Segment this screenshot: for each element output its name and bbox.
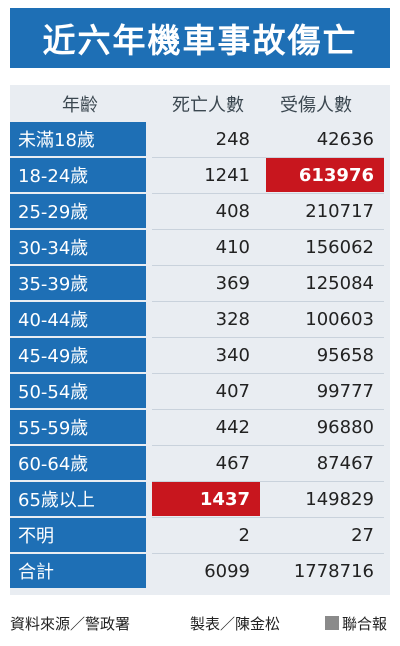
injured-value: 42636 xyxy=(316,128,374,150)
age-group-label: 50-54歲 xyxy=(10,374,146,408)
age-group-label: 60-64歲 xyxy=(10,446,146,480)
row-divider xyxy=(152,301,384,302)
table-row: 55-59歲 442 96880 xyxy=(10,410,390,444)
row-divider xyxy=(152,445,384,446)
deaths-value: 369 xyxy=(215,272,250,294)
age-group-label: 40-44歲 xyxy=(10,302,146,336)
injured-value: 613976 xyxy=(266,158,384,192)
table-row: 18-24歲 1241 613976 xyxy=(10,158,390,192)
publisher-logo-square xyxy=(325,616,339,630)
table-row: 不明 2 27 xyxy=(10,518,390,552)
deaths-value: 407 xyxy=(215,380,250,402)
row-divider xyxy=(152,265,384,266)
row-divider xyxy=(152,517,384,518)
injured-value: 96880 xyxy=(316,416,374,438)
table-row: 30-34歲 410 156062 xyxy=(10,230,390,264)
row-divider xyxy=(152,409,384,410)
chart-title: 近六年機車事故傷亡 xyxy=(10,8,390,68)
deaths-value: 410 xyxy=(215,236,250,258)
injured-value: 1778716 xyxy=(293,560,374,582)
age-group-label: 合計 xyxy=(10,554,146,588)
data-table: 年齡 死亡人數 受傷人數 未滿18歲 248 42636 18-24歲 1241 6139… xyxy=(10,85,390,595)
table-row: 50-54歲 407 99777 xyxy=(10,374,390,408)
row-divider xyxy=(152,553,384,554)
deaths-value: 6099 xyxy=(204,560,250,582)
injured-value: 95658 xyxy=(316,344,374,366)
header-age: 年齡 xyxy=(62,95,98,116)
injured-value: 210717 xyxy=(305,200,374,222)
deaths-value: 1437 xyxy=(152,482,260,516)
deaths-value: 248 xyxy=(215,128,250,150)
table-row: 65歲以上 1437 149829 xyxy=(10,482,390,516)
injured-value: 27 xyxy=(351,524,374,546)
deaths-value: 328 xyxy=(215,308,250,330)
header-injured: 受傷人數 xyxy=(280,95,352,116)
deaths-value: 442 xyxy=(215,416,250,438)
age-group-label: 55-59歲 xyxy=(10,410,146,444)
row-divider xyxy=(152,337,384,338)
publisher-credit: 聯合報 xyxy=(342,615,388,633)
injured-value: 87467 xyxy=(316,452,374,474)
table-row: 35-39歲 369 125084 xyxy=(10,266,390,300)
row-divider xyxy=(152,229,384,230)
injured-value: 125084 xyxy=(305,272,374,294)
table-row: 40-44歲 328 100603 xyxy=(10,302,390,336)
source-credit: 資料來源／警政署 xyxy=(10,615,131,633)
injured-value: 100603 xyxy=(305,308,374,330)
table-row: 未滿18歲 248 42636 xyxy=(10,122,390,156)
footer: 資料來源／警政署 製表／陳金松 聯合報 xyxy=(10,609,390,637)
age-group-label: 30-34歲 xyxy=(10,230,146,264)
row-divider xyxy=(152,481,384,482)
injured-value: 99777 xyxy=(316,380,374,402)
age-group-label: 65歲以上 xyxy=(10,482,146,516)
maker-credit: 製表／陳金松 xyxy=(190,615,281,633)
row-divider xyxy=(152,373,384,374)
injured-value: 156062 xyxy=(305,236,374,258)
age-group-label: 45-49歲 xyxy=(10,338,146,372)
table-header: 年齡 死亡人數 受傷人數 xyxy=(10,85,390,119)
deaths-value: 467 xyxy=(215,452,250,474)
deaths-value: 2 xyxy=(238,524,250,546)
table-row: 25-29歲 408 210717 xyxy=(10,194,390,228)
deaths-value: 408 xyxy=(215,200,250,222)
table-row: 60-64歲 467 87467 xyxy=(10,446,390,480)
header-deaths: 死亡人數 xyxy=(172,95,244,116)
table-row: 45-49歲 340 95658 xyxy=(10,338,390,372)
age-group-label: 35-39歲 xyxy=(10,266,146,300)
table-row: 合計 6099 1778716 xyxy=(10,554,390,588)
age-group-label: 18-24歲 xyxy=(10,158,146,192)
age-group-label: 不明 xyxy=(10,518,146,552)
row-divider xyxy=(152,157,384,158)
age-group-label: 未滿18歲 xyxy=(10,122,146,156)
deaths-value: 340 xyxy=(215,344,250,366)
age-group-label: 25-29歲 xyxy=(10,194,146,228)
injured-value: 149829 xyxy=(305,488,374,510)
deaths-value: 1241 xyxy=(204,164,250,186)
row-divider xyxy=(152,193,384,194)
